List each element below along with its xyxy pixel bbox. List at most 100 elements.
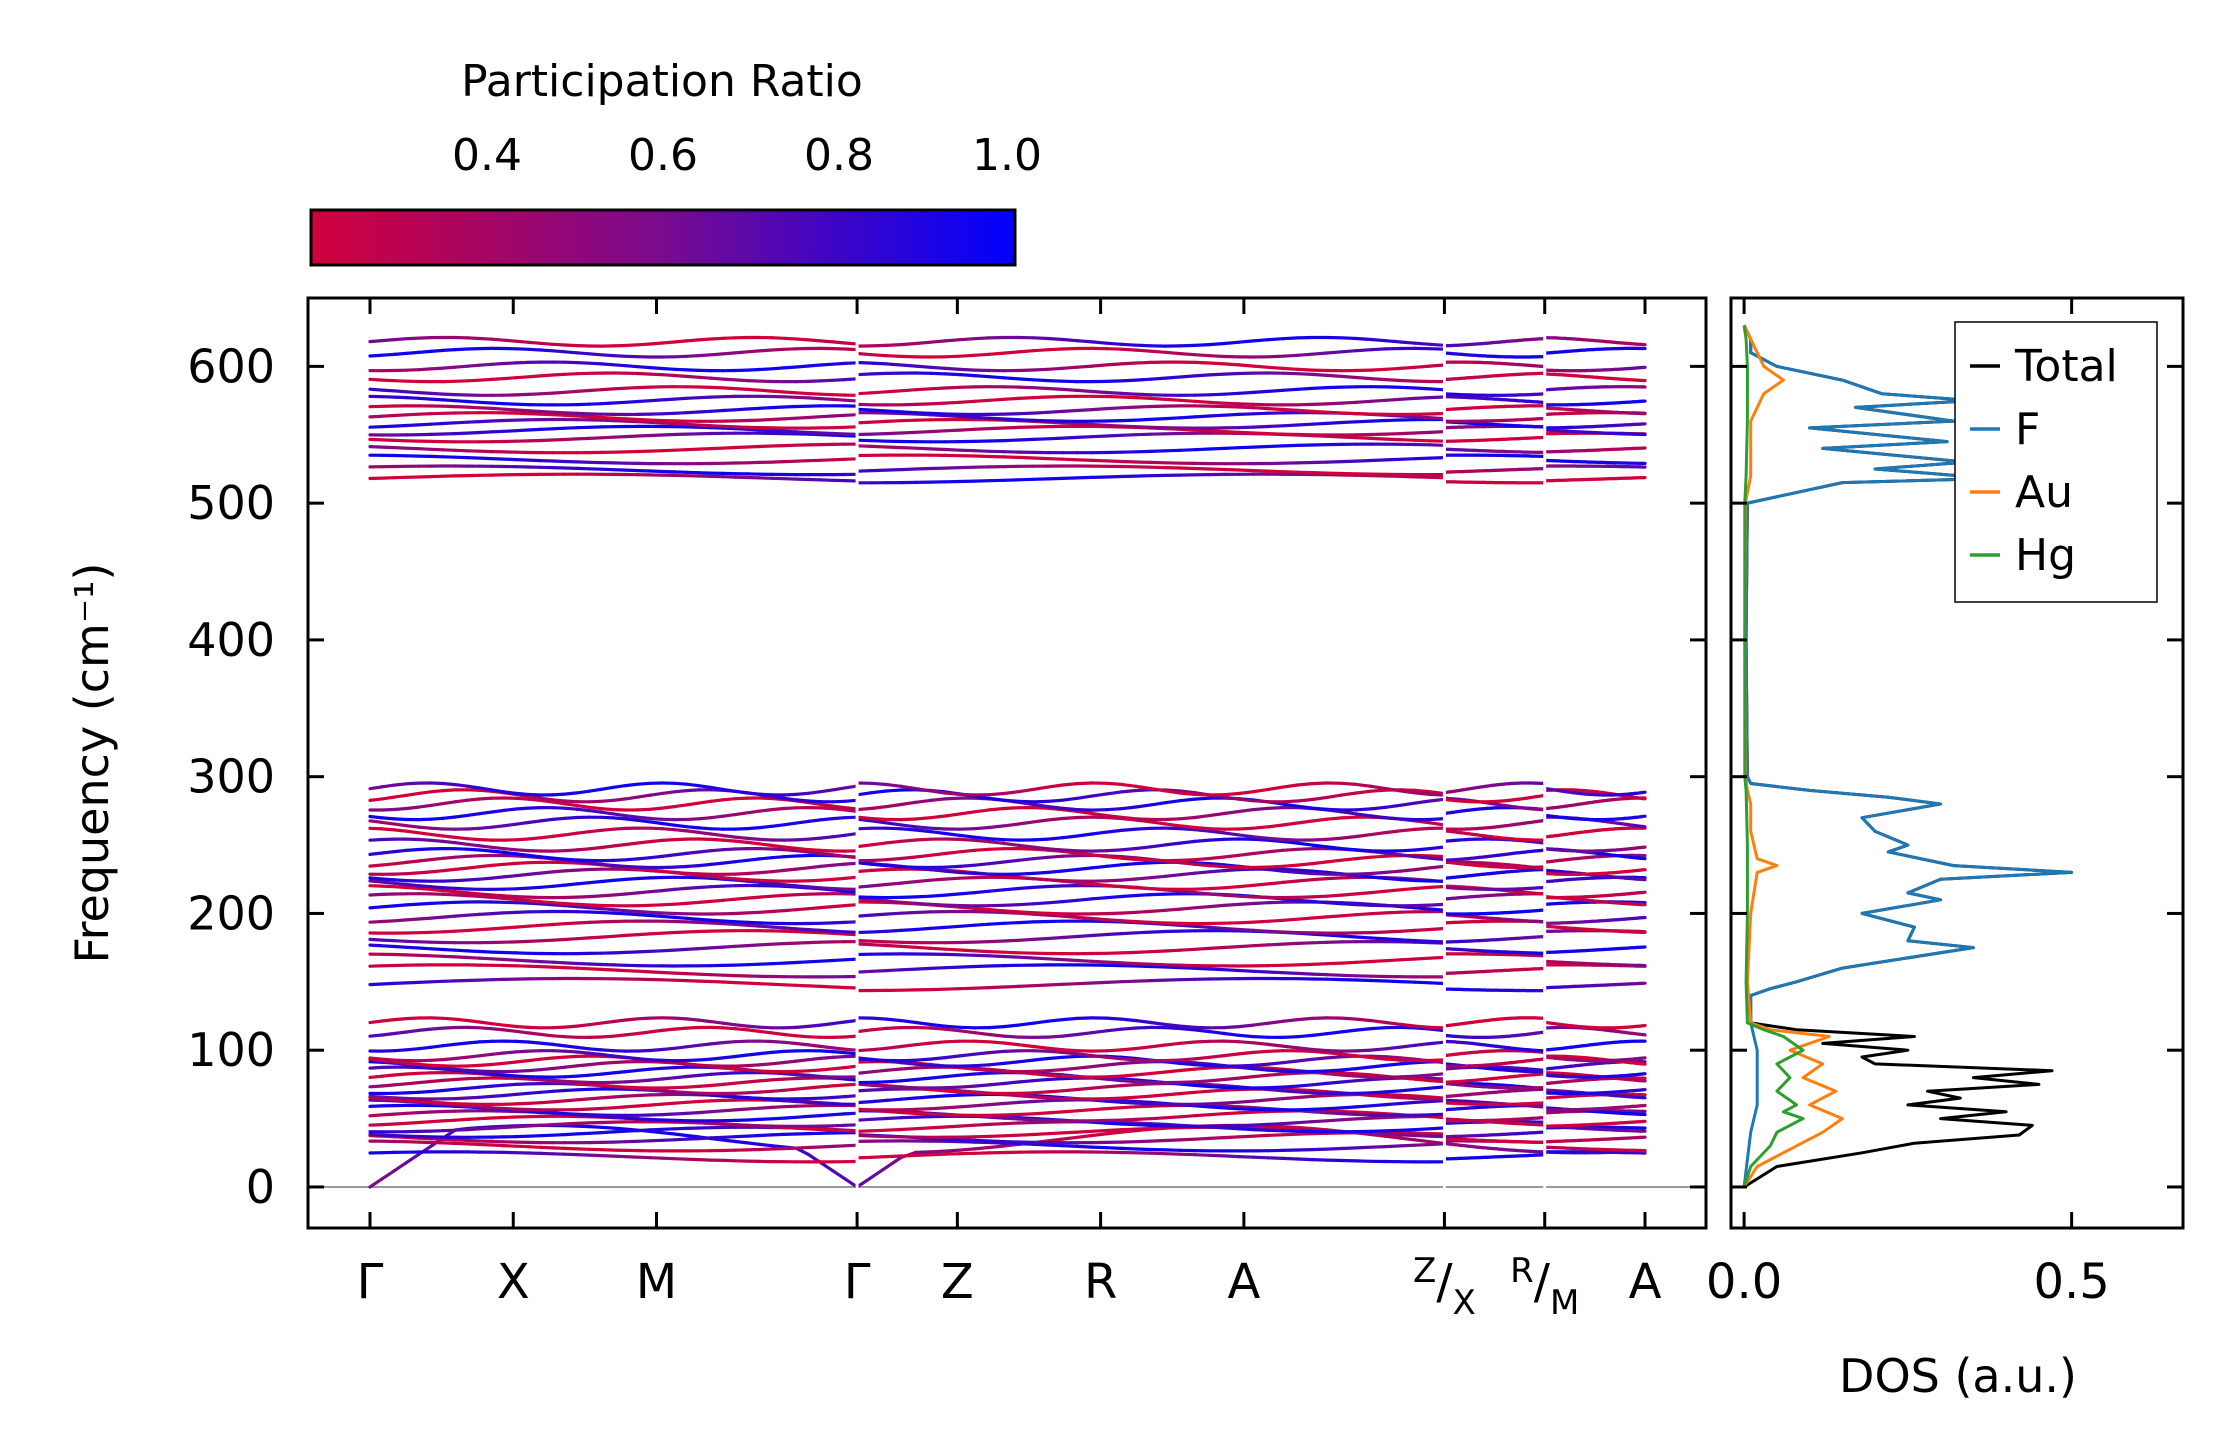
band-segment — [733, 1080, 750, 1085]
band-segment — [855, 1099, 874, 1105]
band-segment — [478, 1142, 494, 1147]
band-segment — [1266, 942, 1285, 947]
band-segment — [429, 954, 445, 958]
band-segment — [380, 1133, 396, 1138]
band-segment — [563, 1044, 579, 1050]
band-segment — [1413, 1073, 1432, 1078]
band-segment — [465, 1068, 482, 1073]
band-segment — [1149, 964, 1168, 969]
band-segment — [453, 890, 469, 895]
band-segment — [648, 1088, 664, 1093]
band-segment — [1149, 949, 1168, 954]
band-segment — [575, 1124, 591, 1129]
band-segment — [1193, 1102, 1212, 1106]
band-segment — [818, 1055, 835, 1061]
band-segment — [563, 1064, 579, 1069]
band-segment — [1193, 946, 1212, 951]
band-segment — [514, 924, 530, 929]
band-segment — [611, 1105, 628, 1110]
band-segment — [1325, 1111, 1344, 1116]
band-segment — [514, 1091, 530, 1097]
band-segment — [870, 1128, 889, 1133]
band-segment — [429, 1137, 445, 1141]
band-segment — [1046, 935, 1065, 941]
band-segment — [818, 1127, 835, 1132]
band-segment — [1090, 896, 1109, 901]
band-segment — [684, 1062, 701, 1067]
band-segment — [1149, 1116, 1168, 1121]
band-segment — [928, 1112, 947, 1117]
band-segment — [758, 1142, 774, 1148]
band-segment — [453, 1141, 469, 1146]
band-segment — [624, 968, 640, 973]
band-segment — [587, 1061, 604, 1067]
band-segment — [551, 1088, 567, 1093]
band-segment — [368, 1074, 384, 1080]
band-segment — [1207, 1053, 1226, 1059]
band-segment — [1384, 1062, 1403, 1068]
band-segment — [818, 984, 835, 989]
band-segment — [1046, 1055, 1065, 1061]
band-segment — [1310, 899, 1329, 905]
band-segment — [636, 969, 652, 974]
band-segment — [672, 1090, 689, 1095]
band-segment — [1295, 916, 1314, 921]
band-segment — [538, 938, 555, 943]
band-segment — [611, 1069, 628, 1075]
band-segment — [1369, 959, 1388, 964]
band-segment — [1105, 1055, 1124, 1061]
band-segment — [831, 1123, 847, 1128]
band-segment — [575, 902, 591, 907]
band-segment — [1310, 1091, 1329, 1095]
band-segment — [672, 1074, 689, 1080]
band-segment — [899, 927, 918, 933]
band-segment — [611, 1154, 628, 1159]
band-segment — [1295, 1090, 1314, 1095]
band-segment — [1384, 1020, 1403, 1027]
band-segment — [648, 913, 664, 919]
band-segment — [368, 1060, 384, 1064]
band-segment — [1046, 957, 1065, 962]
band-segment — [958, 1072, 977, 1077]
band-segment — [899, 1127, 918, 1132]
band-segment — [972, 964, 991, 969]
band-segment — [1428, 981, 1447, 986]
band-segment — [770, 908, 786, 914]
band-segment — [1134, 950, 1153, 955]
band-segment — [587, 1153, 604, 1158]
band-segment — [1119, 961, 1138, 966]
band-segment — [404, 1098, 421, 1103]
band-segment — [1325, 1068, 1344, 1073]
band-segment — [1384, 1101, 1403, 1107]
band-segment — [441, 914, 457, 919]
band-segment — [1178, 1057, 1197, 1062]
band-segment — [745, 1123, 762, 1128]
band-segment — [1325, 901, 1344, 906]
band-segment — [1237, 1063, 1256, 1068]
band-segment — [1310, 1032, 1329, 1038]
band-segment — [538, 1100, 555, 1105]
band-segment — [843, 1111, 859, 1116]
band-segment — [914, 966, 933, 971]
band-segment — [1002, 920, 1021, 925]
band-segment — [490, 1125, 506, 1130]
band-segment — [563, 961, 579, 966]
band-segment — [818, 1101, 835, 1106]
band-segment — [1134, 1058, 1153, 1063]
band-segment — [1398, 938, 1417, 943]
band-segment — [551, 1025, 567, 1030]
band-segment — [972, 1050, 991, 1056]
band-segment — [709, 1082, 725, 1088]
band-segment — [490, 1106, 506, 1111]
band-segment — [1281, 1089, 1300, 1094]
band-segment — [987, 985, 1006, 990]
band-segment — [987, 907, 1006, 913]
band-segment — [884, 1109, 903, 1115]
band-segment — [987, 1068, 1006, 1073]
band-segment — [1149, 1138, 1168, 1143]
band-segment — [392, 939, 409, 943]
band-segment — [843, 1177, 859, 1189]
band-segment — [1193, 1028, 1212, 1034]
band-segment — [1222, 1111, 1241, 1116]
band-segment — [404, 1071, 421, 1076]
